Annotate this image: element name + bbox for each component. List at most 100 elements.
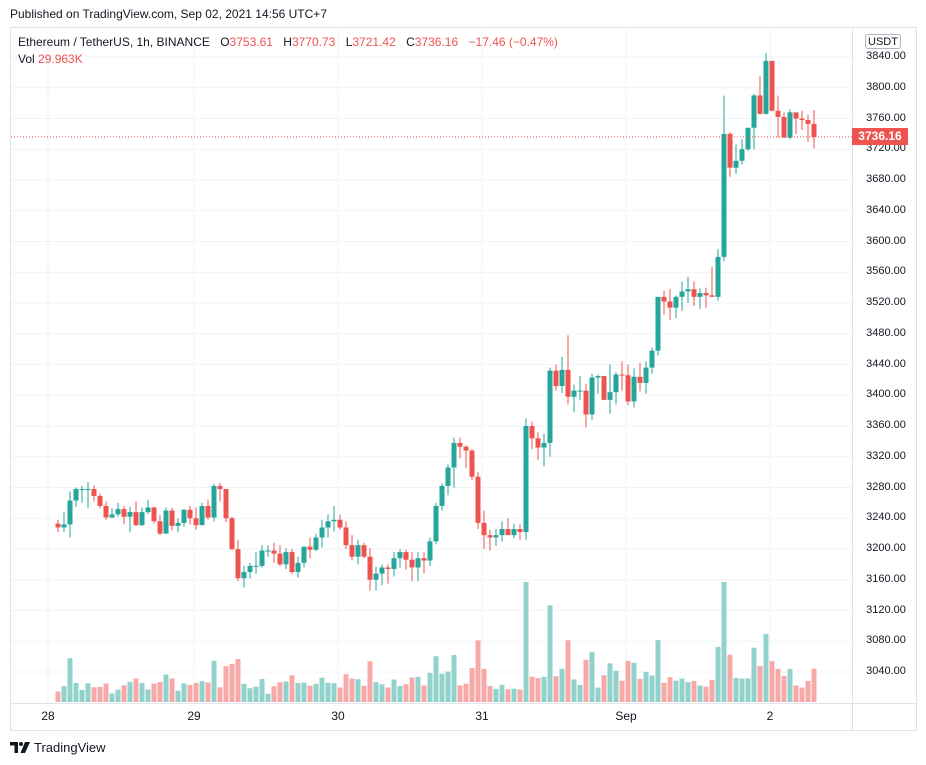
candle-body [457, 442, 463, 447]
candle-body [721, 133, 727, 257]
volume-bar [787, 669, 793, 702]
candle-body [607, 392, 613, 400]
candle-body [793, 112, 799, 119]
candle-body [355, 545, 361, 557]
candle-body [601, 376, 607, 400]
time-tick-label: 29 [187, 709, 201, 723]
candle-body [727, 133, 733, 168]
volume-bar [739, 678, 745, 702]
volume-bar [709, 679, 715, 702]
candle-body [649, 350, 655, 368]
volume-bar [529, 676, 535, 702]
candle-body [289, 552, 295, 573]
candle-body [733, 160, 739, 168]
volume-bar [409, 677, 415, 702]
volume-bar [685, 682, 691, 702]
volume-bar [265, 693, 271, 702]
volume-bar [271, 686, 277, 702]
high-value: 3770.73 [291, 35, 336, 49]
candle-body [217, 485, 223, 490]
candle-body [499, 529, 505, 536]
volume-bar [589, 652, 595, 702]
candle-body [691, 289, 697, 297]
candle-body [121, 509, 127, 517]
currency-badge[interactable]: USDT [865, 34, 901, 49]
candle-body [475, 476, 481, 523]
candle-body [811, 123, 817, 137]
price-tick-label: 3800.00 [866, 80, 906, 93]
candle-body [385, 567, 391, 569]
candle-body [331, 519, 337, 522]
close-label: C [406, 35, 415, 49]
candle-body [103, 505, 109, 518]
volume-bar [91, 687, 97, 702]
candle-body [589, 377, 595, 415]
volume-bar [109, 693, 115, 702]
time-tick-label: 31 [475, 709, 489, 723]
price-tick-label: 3760.00 [866, 111, 906, 124]
volume-bar [703, 686, 709, 702]
time-tick-label: 28 [41, 709, 55, 723]
volume-bar [475, 640, 481, 702]
candle-body [583, 390, 589, 415]
volume-bar [631, 662, 637, 702]
volume-bar [655, 640, 661, 702]
candle-body [559, 369, 565, 387]
candle-body [781, 116, 787, 138]
candle-body [553, 370, 559, 387]
candle-body [271, 550, 277, 554]
price-tick-label: 3080.00 [866, 634, 906, 647]
candle-body [697, 293, 703, 297]
volume-bar [523, 582, 529, 702]
volume-bar [79, 689, 85, 702]
volume-bar [289, 675, 295, 702]
volume-bar [601, 675, 607, 702]
candle-body [637, 376, 643, 383]
volume-bar [187, 684, 193, 702]
candle-body [175, 522, 181, 526]
time-tick-label: 2 [766, 709, 774, 723]
candle-body [97, 495, 103, 506]
candle-body [181, 509, 187, 523]
price-tick-label: 3360.00 [866, 419, 906, 431]
candle-body [763, 60, 769, 114]
candle-body [295, 562, 301, 573]
candle-body [379, 567, 385, 574]
candle-body [541, 442, 547, 448]
volume-bar [169, 678, 175, 702]
volume-bar [127, 681, 133, 702]
volume-bar [763, 633, 769, 702]
candle-body [403, 552, 409, 560]
volume-bar [493, 688, 499, 702]
chart-frame [10, 27, 917, 731]
high-label: H [283, 35, 292, 49]
price-tick-label: 3160.00 [866, 572, 906, 585]
price-tick-label: 3520.00 [866, 296, 906, 308]
volume-bar [181, 683, 187, 702]
candle-body [157, 521, 163, 534]
candle-body [751, 95, 757, 128]
tradingview-brand[interactable]: TradingView [10, 740, 106, 755]
candle-body [337, 519, 343, 528]
candle-body [529, 426, 535, 439]
price-tick-label: 3560.00 [866, 265, 906, 278]
candle-body [643, 367, 649, 383]
candle-body [193, 518, 199, 526]
volume-bar [373, 682, 379, 702]
candle-body [307, 546, 313, 550]
candle-body [769, 60, 775, 111]
candle-body [235, 549, 241, 579]
volume-label[interactable]: Vol [18, 52, 35, 66]
volume-bar [313, 683, 319, 702]
volume-bar [253, 686, 259, 702]
candle-body [421, 558, 427, 561]
candle-body [661, 296, 667, 302]
volume-bar [325, 682, 331, 702]
price-tick-label: 3600.00 [866, 234, 906, 247]
symbol-title[interactable]: Ethereum / TetherUS, 1h, BINANCE [18, 35, 210, 49]
price-tick-label: 3480.00 [866, 326, 906, 339]
low-label: L [345, 35, 353, 49]
volume-bar [241, 683, 247, 702]
volume-bar [211, 660, 217, 702]
